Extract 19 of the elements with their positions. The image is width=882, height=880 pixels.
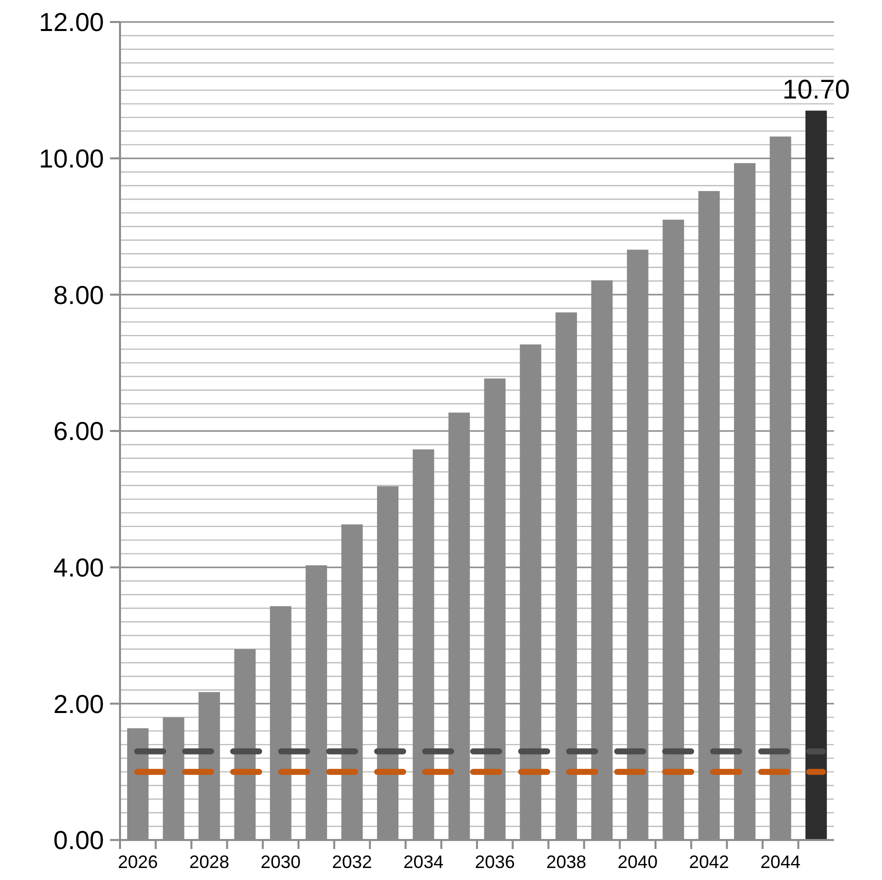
y-tick-label: 10.00 [38, 143, 104, 174]
data-label: 10.70 [782, 74, 850, 105]
x-tick-label: 2042 [689, 852, 730, 872]
x-tick-label: 2034 [403, 852, 444, 872]
x-tick-label: 2044 [760, 852, 800, 872]
x-tick-label: 2028 [189, 852, 230, 872]
y-tick-label: 0.00 [53, 825, 104, 856]
y-tick-label: 6.00 [53, 416, 104, 446]
y-tick-label: 12.00 [38, 7, 104, 38]
y-tick-label: 8.00 [53, 280, 104, 310]
y-tick-label: 2.00 [53, 688, 104, 719]
x-tick-label: 2040 [618, 852, 658, 872]
x-tick-label: 2038 [546, 852, 586, 872]
x-tick-label: 2032 [332, 852, 372, 872]
bar [805, 110, 827, 840]
x-tick-label: 2036 [474, 852, 515, 872]
y-tick-label: 4.00 [53, 552, 104, 582]
x-tick-label: 2026 [118, 852, 158, 872]
x-tick-label: 2030 [260, 852, 301, 872]
